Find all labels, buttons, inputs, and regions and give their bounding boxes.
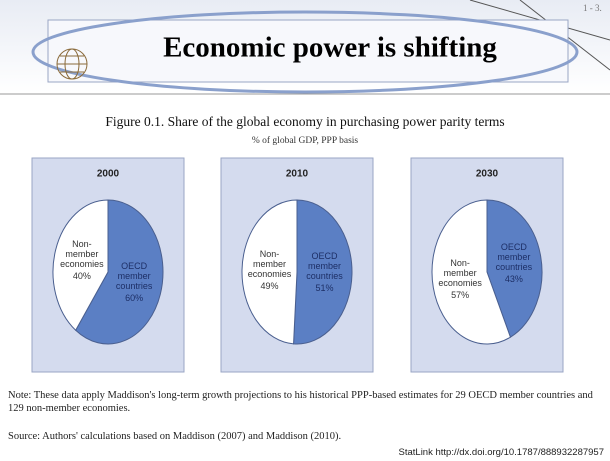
slice-value: 40%: [72, 270, 91, 281]
pie-slice: [52, 199, 109, 332]
slice-value: 43%: [504, 274, 523, 285]
slice-value: 49%: [260, 280, 279, 291]
globe-icon: [56, 48, 88, 80]
slice-label: OECD member countries: [115, 261, 153, 292]
panel-title: 2030: [476, 169, 499, 180]
figure-subtitle: % of global GDP, PPP basis: [252, 135, 359, 146]
pie-slice: [241, 199, 298, 345]
slice-label: Non-member economies: [247, 248, 292, 279]
title-oval: [31, 10, 579, 94]
figure-title: Figure 0.1. Share of the global economy …: [105, 114, 504, 129]
slice-value: 60%: [125, 293, 144, 304]
statlink[interactable]: StatLink http://dx.doi.org/10.1787/88893…: [398, 447, 604, 458]
title-box: [47, 19, 569, 83]
pie-slice: [293, 199, 353, 345]
slice-value: 51%: [315, 283, 334, 294]
note: Note: These data apply Maddison's long-t…: [8, 390, 593, 414]
panel-title: 2010: [286, 169, 309, 180]
slice-label: Non-member economies: [60, 238, 104, 269]
pie-slice: [75, 199, 164, 345]
slice-value: 57%: [451, 289, 470, 300]
slice-label: Non-member economies: [438, 257, 482, 288]
slice-label: OECD member countries: [495, 242, 533, 273]
panel-title: 2000: [97, 169, 120, 180]
source: Source: Authors' calculations based on M…: [8, 431, 342, 442]
slide-title: Economic power is shifting: [163, 32, 497, 64]
slice-label: OECD member countries: [306, 251, 343, 282]
slide-number: 1 - 3.: [583, 3, 602, 13]
pie-slice: [486, 199, 543, 338]
pie-slice: [431, 199, 512, 345]
